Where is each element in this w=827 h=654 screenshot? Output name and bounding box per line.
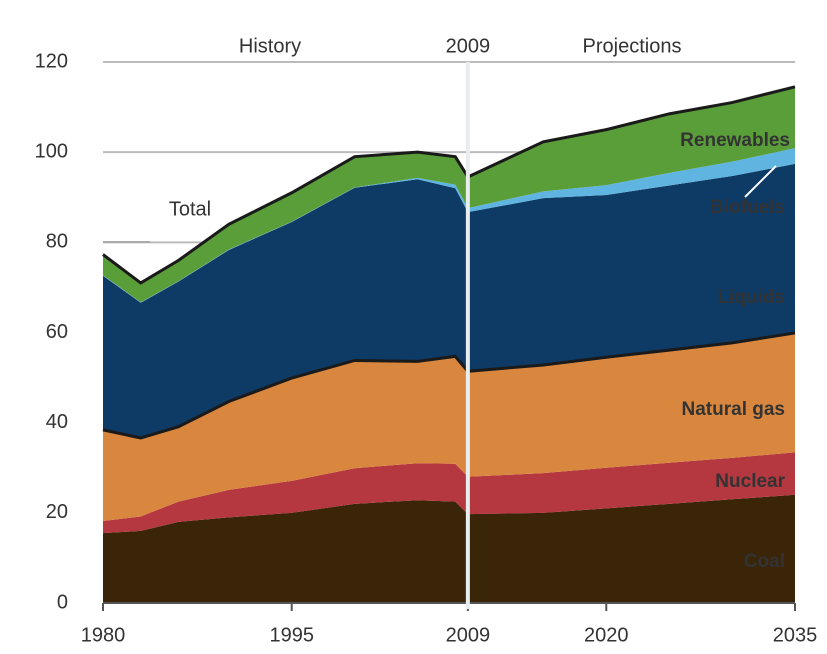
total-label: Total <box>169 198 211 220</box>
series-label: Biofuels <box>710 197 785 218</box>
y-tick-label: 100 <box>35 140 68 162</box>
x-tick-label: 1980 <box>81 624 126 646</box>
area <box>103 163 795 438</box>
series-label: Nuclear <box>715 471 785 492</box>
area <box>103 452 795 534</box>
y-tick-label: 40 <box>46 411 68 433</box>
area <box>103 148 795 303</box>
areas <box>103 86 795 603</box>
overlay <box>102 62 796 611</box>
x-tick-label: 2035 <box>773 624 818 646</box>
total-line <box>102 85 796 285</box>
series-label: Coal <box>744 551 785 572</box>
y-tick-label: 20 <box>46 501 68 523</box>
divider-label: 2009 <box>446 35 491 57</box>
history-label: History <box>239 35 301 57</box>
area <box>103 86 795 303</box>
x-tick-label: 2020 <box>584 624 629 646</box>
gas-boundary <box>102 331 796 440</box>
series-label: Liquids <box>717 287 785 308</box>
area <box>103 332 795 521</box>
y-tick-label: 60 <box>46 321 68 343</box>
biofuels-arrow <box>744 165 777 198</box>
projections-label: Projections <box>583 35 682 57</box>
y-tick-label: 0 <box>57 591 68 613</box>
y-tick-label: 120 <box>35 50 68 72</box>
series-label: Renewables <box>680 130 790 151</box>
x-tick-label: 2009 <box>446 624 491 646</box>
series-label: Natural gas <box>682 399 785 420</box>
y-tick-label: 80 <box>46 231 68 253</box>
x-tick-label: 1995 <box>269 624 314 646</box>
area <box>103 494 795 603</box>
